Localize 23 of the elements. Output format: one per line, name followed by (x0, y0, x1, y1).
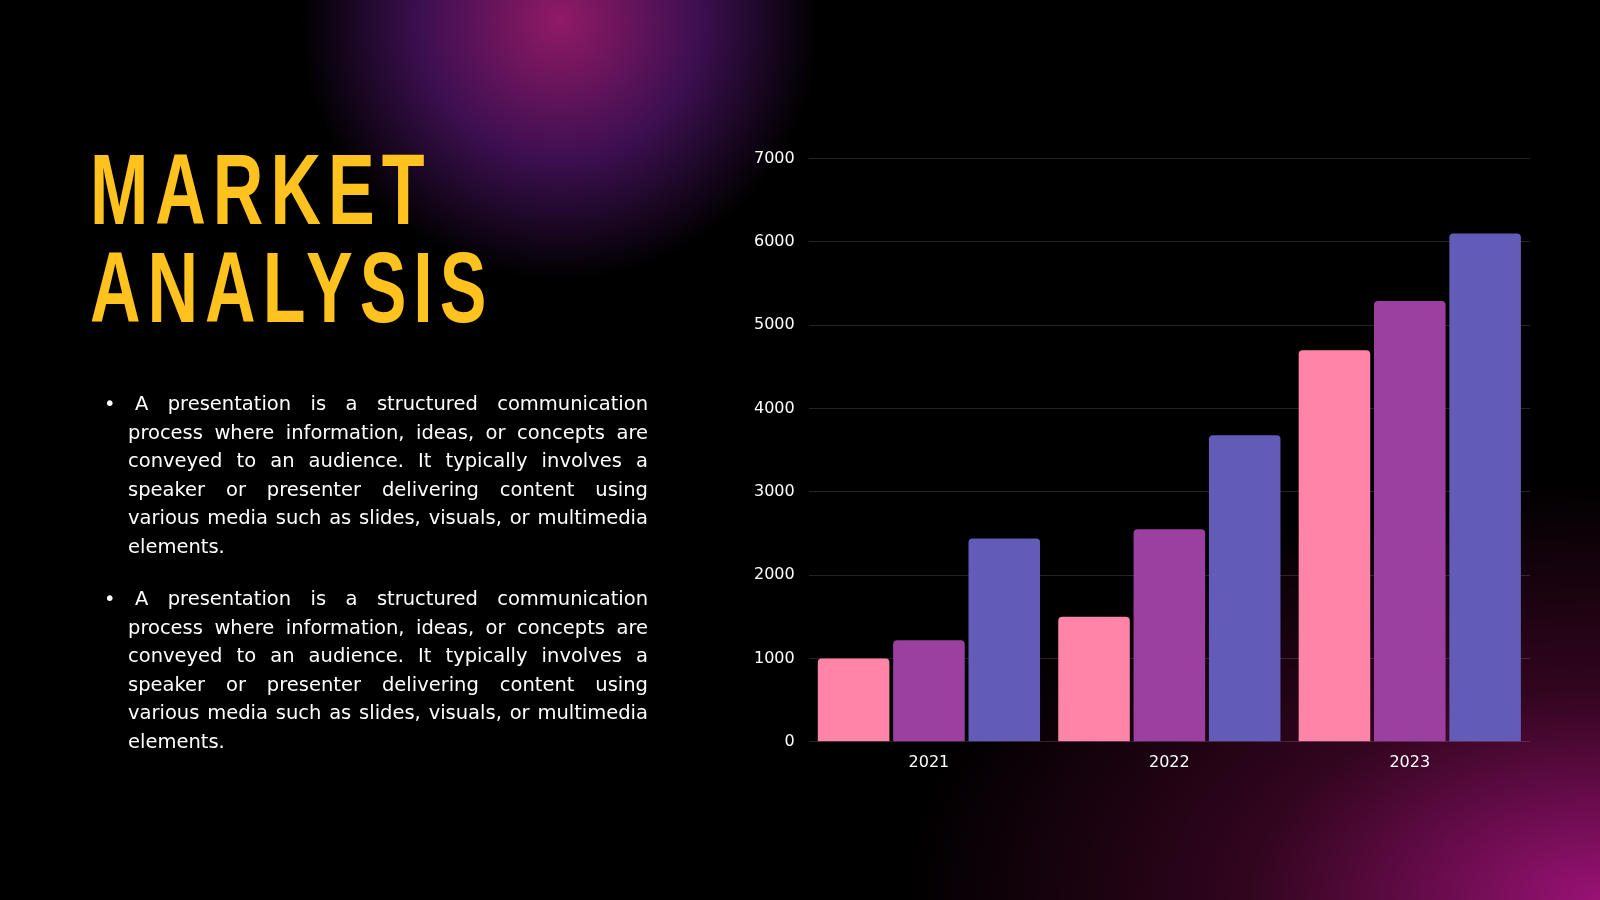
bar (893, 640, 965, 742)
bar (1133, 529, 1206, 742)
bar (1449, 233, 1521, 742)
x-tick-label: 2021 (908, 751, 950, 771)
text: • A presentation is a structured communication process where information, ideas, or concepts are conveyed to an audience. It typically involves a speaker or presenter delivering content using various media such as slides, visuals, or multimedia elements. (104, 586, 648, 755)
y-tick-label: 1000 (754, 647, 795, 667)
y-tick-label: 5000 (754, 314, 795, 334)
x-tick-label: 2023 (1389, 751, 1431, 771)
y-tick-label: 6000 (754, 231, 795, 251)
text: • A presentation is a structured communication process where information, ideas, or concepts are conveyed to an audience. It typically involves a speaker or presenter delivering content using various media such as slides, visuals, or multimedia elements. (104, 391, 648, 560)
x-tick-label: 2022 (1149, 751, 1190, 771)
y-tick-label: 4000 (754, 397, 795, 417)
bar (1298, 350, 1371, 742)
y-tick-label: 0 (784, 730, 795, 750)
chart-title: MARKET ANALYSIS (90, 133, 494, 343)
y-tick-label: 2000 (754, 564, 795, 584)
y-tick-label: 3000 (754, 481, 795, 501)
bar (817, 658, 890, 742)
bar (1208, 435, 1281, 742)
bar (1058, 616, 1130, 742)
bar (968, 538, 1041, 742)
y-tick-label: 7000 (754, 147, 795, 167)
bar (1374, 301, 1446, 742)
